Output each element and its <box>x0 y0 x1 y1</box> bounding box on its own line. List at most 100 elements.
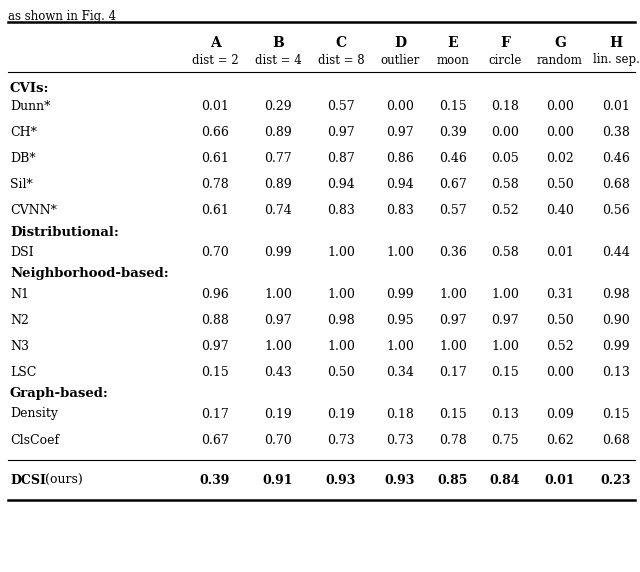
Text: 1.00: 1.00 <box>327 340 355 352</box>
Text: 0.84: 0.84 <box>490 474 520 487</box>
Text: 0.01: 0.01 <box>201 100 229 113</box>
Text: Graph-based:: Graph-based: <box>10 387 109 400</box>
Text: DSI: DSI <box>10 245 34 259</box>
Text: 0.99: 0.99 <box>602 340 630 352</box>
Text: 0.00: 0.00 <box>546 100 574 113</box>
Text: DCSI: DCSI <box>10 474 46 487</box>
Text: 1.00: 1.00 <box>386 340 414 352</box>
Text: 0.93: 0.93 <box>385 474 415 487</box>
Text: 0.66: 0.66 <box>201 125 229 138</box>
Text: 0.01: 0.01 <box>545 474 575 487</box>
Text: 0.52: 0.52 <box>491 204 519 216</box>
Text: 0.18: 0.18 <box>386 407 414 420</box>
Text: 0.40: 0.40 <box>546 204 574 216</box>
Text: A: A <box>210 36 220 50</box>
Text: DB*: DB* <box>10 152 36 165</box>
Text: 0.15: 0.15 <box>439 407 467 420</box>
Text: Dunn*: Dunn* <box>10 100 51 113</box>
Text: 0.99: 0.99 <box>264 245 292 259</box>
Text: 0.67: 0.67 <box>439 177 467 190</box>
Text: 0.97: 0.97 <box>201 340 229 352</box>
Text: C: C <box>335 36 347 50</box>
Text: 0.50: 0.50 <box>546 313 574 327</box>
Text: Neighborhood-based:: Neighborhood-based: <box>10 268 169 280</box>
Text: 0.98: 0.98 <box>602 288 630 300</box>
Text: as shown in Fig. 4: as shown in Fig. 4 <box>8 10 116 23</box>
Text: 0.86: 0.86 <box>386 152 414 165</box>
Text: 1.00: 1.00 <box>264 288 292 300</box>
Text: dist = 2: dist = 2 <box>192 54 238 66</box>
Text: 0.67: 0.67 <box>201 434 229 447</box>
Text: 0.00: 0.00 <box>491 125 519 138</box>
Text: Density: Density <box>10 407 58 420</box>
Text: 0.58: 0.58 <box>491 245 519 259</box>
Text: dist = 8: dist = 8 <box>317 54 364 66</box>
Text: 0.00: 0.00 <box>546 125 574 138</box>
Text: lin. sep.: lin. sep. <box>593 54 639 66</box>
Text: 0.89: 0.89 <box>264 125 292 138</box>
Text: 0.01: 0.01 <box>602 100 630 113</box>
Text: 0.98: 0.98 <box>327 313 355 327</box>
Text: 0.78: 0.78 <box>439 434 467 447</box>
Text: 0.46: 0.46 <box>602 152 630 165</box>
Text: CH*: CH* <box>10 125 37 138</box>
Text: 0.96: 0.96 <box>201 288 229 300</box>
Text: 0.00: 0.00 <box>546 366 574 379</box>
Text: 0.23: 0.23 <box>601 474 631 487</box>
Text: 0.88: 0.88 <box>201 313 229 327</box>
Text: 0.89: 0.89 <box>264 177 292 190</box>
Text: moon: moon <box>436 54 469 66</box>
Text: 0.29: 0.29 <box>264 100 292 113</box>
Text: outlier: outlier <box>380 54 420 66</box>
Text: 0.97: 0.97 <box>264 313 292 327</box>
Text: random: random <box>537 54 583 66</box>
Text: 0.36: 0.36 <box>439 245 467 259</box>
Text: 0.15: 0.15 <box>439 100 467 113</box>
Text: 0.39: 0.39 <box>439 125 467 138</box>
Text: 0.46: 0.46 <box>439 152 467 165</box>
Text: 0.75: 0.75 <box>491 434 519 447</box>
Text: 0.83: 0.83 <box>386 204 414 216</box>
Text: 0.34: 0.34 <box>386 366 414 379</box>
Text: circle: circle <box>488 54 522 66</box>
Text: 0.73: 0.73 <box>386 434 414 447</box>
Text: 0.02: 0.02 <box>546 152 574 165</box>
Text: 0.78: 0.78 <box>201 177 229 190</box>
Text: Distributional:: Distributional: <box>10 225 119 239</box>
Text: 0.58: 0.58 <box>491 177 519 190</box>
Text: 1.00: 1.00 <box>264 340 292 352</box>
Text: 0.52: 0.52 <box>546 340 574 352</box>
Text: 1.00: 1.00 <box>327 288 355 300</box>
Text: 0.15: 0.15 <box>201 366 229 379</box>
Text: 1.00: 1.00 <box>491 340 519 352</box>
Text: 0.61: 0.61 <box>201 204 229 216</box>
Text: 0.57: 0.57 <box>327 100 355 113</box>
Text: 0.90: 0.90 <box>602 313 630 327</box>
Text: 0.97: 0.97 <box>439 313 467 327</box>
Text: 0.91: 0.91 <box>263 474 293 487</box>
Text: 0.99: 0.99 <box>386 288 414 300</box>
Text: (ours): (ours) <box>41 474 83 487</box>
Text: 0.94: 0.94 <box>327 177 355 190</box>
Text: 0.56: 0.56 <box>602 204 630 216</box>
Text: 0.00: 0.00 <box>386 100 414 113</box>
Text: 0.05: 0.05 <box>491 152 519 165</box>
Text: 0.77: 0.77 <box>264 152 292 165</box>
Text: ClsCoef: ClsCoef <box>10 434 59 447</box>
Text: 0.19: 0.19 <box>327 407 355 420</box>
Text: 0.17: 0.17 <box>439 366 467 379</box>
Text: 0.85: 0.85 <box>438 474 468 487</box>
Text: 0.15: 0.15 <box>491 366 519 379</box>
Text: 1.00: 1.00 <box>439 288 467 300</box>
Text: LSC: LSC <box>10 366 36 379</box>
Text: 0.50: 0.50 <box>546 177 574 190</box>
Text: CVNN*: CVNN* <box>10 204 57 216</box>
Text: 1.00: 1.00 <box>439 340 467 352</box>
Text: 0.70: 0.70 <box>201 245 229 259</box>
Text: B: B <box>272 36 284 50</box>
Text: 0.97: 0.97 <box>327 125 355 138</box>
Text: 0.44: 0.44 <box>602 245 630 259</box>
Text: 0.19: 0.19 <box>264 407 292 420</box>
Text: 0.57: 0.57 <box>439 204 467 216</box>
Text: 0.13: 0.13 <box>602 366 630 379</box>
